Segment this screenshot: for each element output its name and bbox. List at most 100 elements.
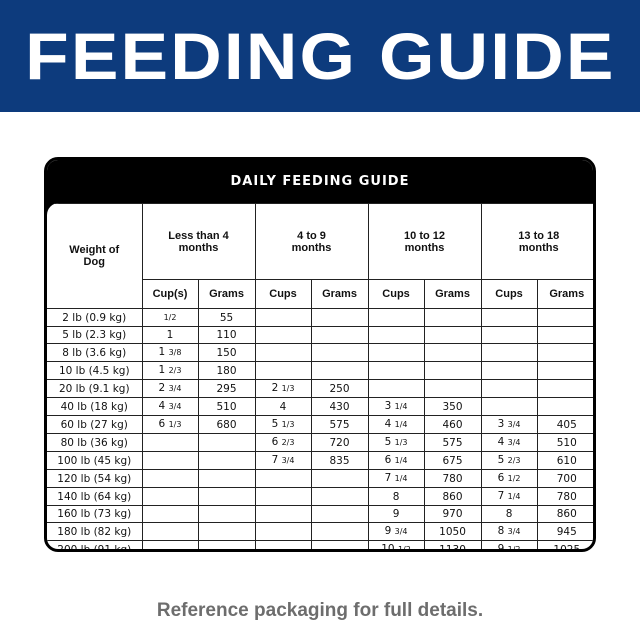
cups-cell: 4 1/4 (367, 415, 425, 435)
fraction: 3/4 (281, 456, 295, 466)
grams-header: Grams (423, 279, 482, 309)
weight-cell: 60 lb (27 kg) (47, 415, 143, 435)
grams-cell: 970 (423, 505, 482, 524)
weight-cell: 100 lb (45 kg) (47, 451, 143, 471)
cups-header: Cups (367, 279, 425, 309)
grams-cell: 720 (310, 433, 369, 453)
grams-cell (423, 379, 482, 399)
grams-cell (423, 343, 482, 363)
cups-cell: 6 1/4 (367, 451, 425, 471)
cups-cell: 2 1/3 (254, 379, 312, 399)
grams-cell (310, 522, 369, 542)
fraction: 3/8 (168, 348, 182, 358)
fraction: 1/3 (394, 438, 408, 448)
cups-cell: 8 (367, 487, 425, 507)
cups-cell (367, 379, 425, 399)
cups-cell (254, 522, 312, 542)
fraction: 3/4 (168, 384, 182, 394)
table-row: 10 lb (4.5 kg) 1 2/3 180 (47, 361, 593, 381)
fraction: 1/3 (281, 384, 295, 394)
cups-cell: 1 (141, 325, 199, 345)
cups-cell (254, 505, 312, 524)
table-row: 100 lb (45 kg) 7 3/4 835 6 1/4 675 5 2/3 610 (47, 451, 593, 471)
weight-cell: 200 lb (91 kg) (47, 540, 143, 549)
weight-cell: 80 lb (36 kg) (47, 433, 143, 453)
cups-cell (480, 325, 538, 345)
grams-cell (310, 325, 369, 345)
cups-cell (367, 325, 425, 345)
cups-cell: 1 3/8 (141, 343, 199, 363)
fraction: 2/3 (281, 438, 295, 448)
grams-cell (310, 505, 369, 524)
fraction: 1/3 (168, 420, 182, 430)
grams-cell: 860 (423, 487, 482, 507)
grams-cell: 1130 (423, 540, 482, 549)
cups-cell (480, 308, 538, 327)
cups-cell (254, 469, 312, 489)
fraction: 1/3 (281, 420, 295, 430)
fraction: 1/4 (394, 420, 408, 430)
fraction: 1/4 (507, 492, 521, 502)
grams-cell (423, 361, 482, 381)
cups-cell: 5 1/3 (367, 433, 425, 453)
weight-cell: 20 lb (9.1 kg) (47, 379, 143, 399)
age-group-header: 13 to 18 months (480, 203, 593, 280)
age-group-header: 10 to 12 months (367, 203, 482, 280)
cups-cell (254, 487, 312, 507)
grams-cell: 510 (197, 397, 256, 417)
fraction: 1/4 (394, 456, 408, 466)
fraction: 3/4 (507, 438, 521, 448)
cups-cell (254, 325, 312, 345)
weight-cell: 180 lb (82 kg) (47, 522, 143, 542)
cups-cell (367, 308, 425, 327)
age-group-header: 4 to 9 months (254, 203, 369, 280)
cups-cell (141, 469, 199, 489)
cups-cell: 1/2 (141, 308, 199, 327)
grams-cell: 350 (423, 397, 482, 417)
grams-cell: 700 (536, 469, 593, 489)
grams-cell (310, 487, 369, 507)
weight-cell: 120 lb (54 kg) (47, 469, 143, 489)
feeding-guide-table-card: DAILY FEEDING GUIDE Weight of Dog Less t… (44, 157, 596, 552)
grams-cell: 460 (423, 415, 482, 435)
grams-cell (197, 451, 256, 471)
cups-cell: 9 1/2 (480, 540, 538, 549)
grams-cell: 250 (310, 379, 369, 399)
cups-cell: 7 1/4 (480, 487, 538, 507)
weight-cell: 8 lb (3.6 kg) (47, 343, 143, 363)
fraction: 1/4 (394, 474, 408, 484)
cups-header: Cups (480, 279, 538, 309)
grams-cell: 780 (423, 469, 482, 489)
table-row: 160 lb (73 kg) 9 970 8 860 (47, 505, 593, 524)
grams-cell (536, 361, 593, 381)
cups-cell: 1 2/3 (141, 361, 199, 381)
cups-cell: 7 3/4 (254, 451, 312, 471)
table-row: 120 lb (54 kg) 7 1/4 780 6 1/2 700 (47, 469, 593, 489)
table-row: 40 lb (18 kg) 4 3/4 510 4 430 3 1/4 350 (47, 397, 593, 417)
cups-cell (480, 343, 538, 363)
cups-cell (141, 487, 199, 507)
cups-cell: 4 3/4 (141, 397, 199, 417)
feeding-table: Weight of Dog Less than 4 months 4 to 9 … (47, 203, 593, 549)
table-row: 2 lb (0.9 kg) 1/2 55 (47, 308, 593, 327)
footer-note: Reference packaging for full details. (156, 600, 484, 621)
grams-cell (536, 343, 593, 363)
grams-cell: 295 (197, 379, 256, 399)
weight-cell: 160 lb (73 kg) (47, 505, 143, 524)
weight-header: Weight of Dog (47, 203, 143, 309)
grams-cell: 945 (536, 522, 593, 542)
table-row: 180 lb (82 kg) 9 3/4 1050 8 3/4 945 (47, 522, 593, 542)
grams-cell: 780 (536, 487, 593, 507)
table-row: 140 lb (64 kg) 8 860 7 1/4 780 (47, 487, 593, 507)
cups-cell: 5 1/3 (254, 415, 312, 435)
grams-cell (310, 361, 369, 381)
fraction: 3/4 (507, 527, 521, 537)
cups-cell: 5 2/3 (480, 451, 538, 471)
fraction: 2/3 (507, 456, 521, 466)
cups-cell: 9 (367, 505, 425, 524)
fraction: 1/4 (394, 402, 408, 412)
cups-cell: 6 2/3 (254, 433, 312, 453)
cups-cell: 6 1/2 (480, 469, 538, 489)
cups-cell (254, 308, 312, 327)
cups-cell: 2 3/4 (141, 379, 199, 399)
